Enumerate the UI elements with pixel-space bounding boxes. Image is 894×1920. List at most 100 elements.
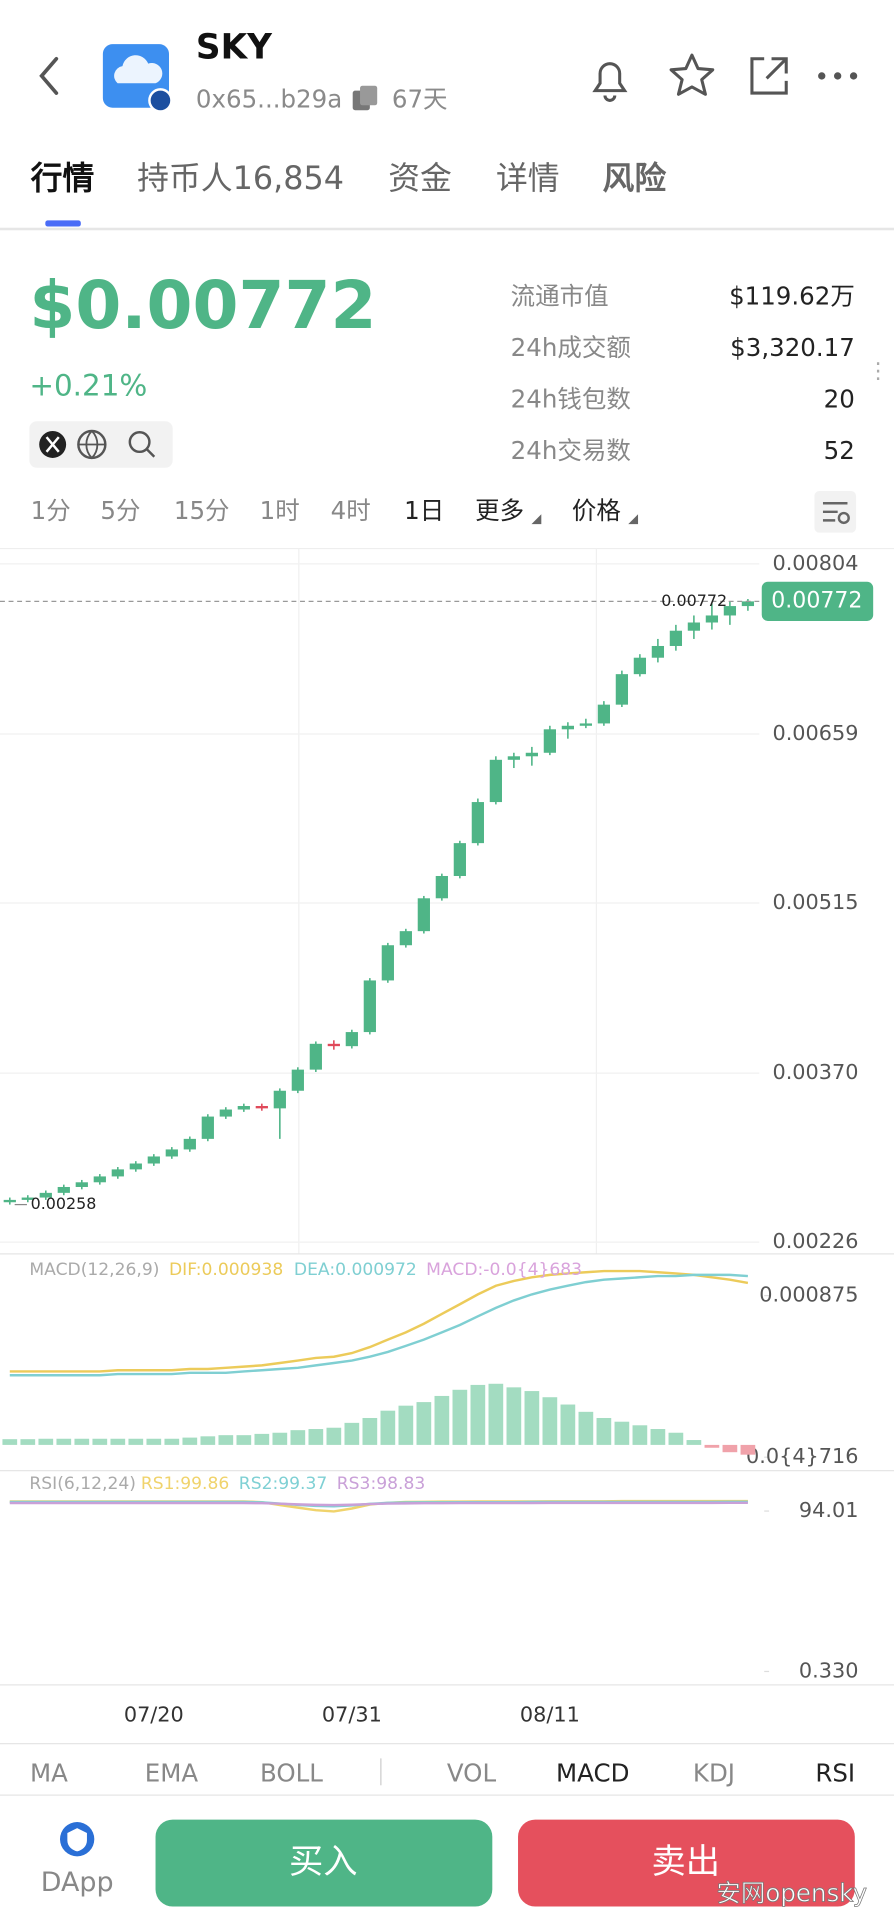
macd-bar bbox=[470, 1384, 486, 1445]
candle-body bbox=[525, 752, 538, 757]
tab[interactable]: 详情 bbox=[496, 159, 560, 197]
more-icon[interactable] bbox=[818, 72, 858, 80]
interval[interactable]: 1日 bbox=[404, 496, 444, 525]
sell-button[interactable] bbox=[518, 1819, 855, 1907]
star-icon[interactable] bbox=[669, 53, 715, 96]
stat-value: $3,320.17 bbox=[730, 333, 855, 362]
candle-body bbox=[129, 1163, 142, 1170]
macd-bar bbox=[416, 1402, 432, 1445]
macd-bar bbox=[92, 1438, 108, 1445]
bell-icon[interactable] bbox=[592, 62, 628, 102]
indicator-tab[interactable]: MA bbox=[30, 1758, 68, 1787]
y-tick-label: 0.000875 bbox=[759, 1283, 858, 1307]
interval[interactable]: 15分 bbox=[174, 496, 230, 525]
macd-bar bbox=[146, 1438, 162, 1445]
y-tick-label: 0.00659 bbox=[772, 721, 858, 745]
indicator-tab[interactable]: MACD bbox=[556, 1758, 629, 1787]
macd-bar bbox=[434, 1395, 450, 1445]
y-tick-label: 0.00515 bbox=[772, 890, 858, 914]
indicator-line bbox=[9, 1273, 748, 1377]
candle-body bbox=[435, 875, 448, 899]
y-tick-label: 0.0{4}716 bbox=[746, 1444, 858, 1468]
macd-bar bbox=[218, 1435, 234, 1445]
copy-icon[interactable] bbox=[352, 85, 378, 111]
watermark: 安网opensky bbox=[716, 1878, 867, 1907]
interval[interactable]: 价格 bbox=[572, 496, 621, 525]
candle-body bbox=[3, 1199, 16, 1203]
candle-body bbox=[579, 723, 592, 726]
indicator-tab[interactable]: BOLL bbox=[260, 1758, 323, 1787]
candle-body bbox=[507, 756, 520, 760]
candle-body bbox=[93, 1176, 106, 1183]
macd-bar bbox=[560, 1404, 576, 1445]
y-tick-label: 0.00804 bbox=[772, 551, 858, 575]
macd-bar bbox=[182, 1437, 198, 1445]
current-price-note: 0.00772 bbox=[661, 591, 727, 610]
legend-entry: RS3:98.83 bbox=[337, 1474, 425, 1494]
interval-bar: 1分 5分 15分 1时 4时 1日 更多 价格 bbox=[31, 496, 639, 525]
tab[interactable]: 行情 bbox=[30, 159, 95, 197]
macd-bar bbox=[308, 1429, 324, 1445]
y-tick-label: 94.01 bbox=[799, 1498, 859, 1522]
interval[interactable]: 1分 bbox=[31, 496, 71, 525]
stat-value: 52 bbox=[824, 436, 855, 465]
candle-body bbox=[705, 615, 719, 623]
macd-bar bbox=[632, 1425, 648, 1445]
candle-body bbox=[687, 622, 701, 631]
token-logo bbox=[102, 44, 173, 113]
macd-bar bbox=[668, 1432, 684, 1445]
dapp-icon[interactable] bbox=[60, 1822, 95, 1857]
macd-bar bbox=[272, 1432, 288, 1445]
indicator-tab[interactable]: VOL bbox=[447, 1758, 497, 1787]
macd-bar bbox=[200, 1436, 216, 1445]
candle-body bbox=[633, 657, 647, 675]
interval[interactable]: 1时 bbox=[260, 496, 300, 525]
candle-body bbox=[327, 1043, 340, 1047]
buy-label[interactable]: 买入 bbox=[289, 1842, 358, 1882]
dapp-label[interactable]: DApp bbox=[41, 1867, 114, 1898]
tab-indicator bbox=[45, 220, 81, 227]
interval[interactable]: 5分 bbox=[100, 496, 140, 525]
more-dots: ⋮ bbox=[867, 359, 889, 384]
candle-body bbox=[741, 601, 755, 607]
tab[interactable]: 持币人16,854 bbox=[137, 159, 344, 197]
candle-body bbox=[309, 1043, 322, 1070]
macd-bar bbox=[236, 1435, 252, 1445]
candle-body bbox=[615, 674, 629, 705]
y-tick-label: 0.00226 bbox=[772, 1229, 858, 1253]
indicator-line bbox=[9, 1269, 749, 1373]
candle-body bbox=[489, 759, 502, 803]
tab[interactable]: 资金 bbox=[388, 159, 452, 197]
chart-settings[interactable] bbox=[814, 491, 857, 533]
tab[interactable]: 风险 bbox=[603, 159, 667, 197]
social-links bbox=[29, 421, 173, 468]
token-address: 0x65...b29a bbox=[196, 84, 342, 113]
search-icon[interactable] bbox=[128, 431, 151, 454]
macd-bar bbox=[380, 1410, 396, 1445]
indicator-tab[interactable]: EMA bbox=[145, 1758, 199, 1787]
candle-body bbox=[219, 1109, 232, 1117]
candle-body bbox=[21, 1197, 34, 1200]
indicator-tabs: MA EMA BOLL VOL MACD KDJ RSI bbox=[30, 1758, 855, 1787]
candle-body bbox=[183, 1138, 196, 1150]
current-price-badge bbox=[761, 581, 874, 621]
candle-body bbox=[201, 1116, 214, 1139]
macd-bar bbox=[704, 1444, 720, 1448]
price-change: +0.21% bbox=[29, 368, 147, 402]
share-icon[interactable] bbox=[750, 57, 788, 95]
indicator-title: RSI(6,12,24) bbox=[29, 1474, 136, 1494]
buy-button[interactable] bbox=[155, 1819, 493, 1907]
macd-bar bbox=[164, 1438, 180, 1445]
interval[interactable]: 更多 bbox=[475, 496, 524, 525]
macd-bar bbox=[290, 1430, 306, 1445]
indicator-tab[interactable]: RSI bbox=[815, 1758, 855, 1787]
indicator-tab[interactable]: KDJ bbox=[693, 1758, 735, 1787]
candle-body bbox=[669, 630, 683, 646]
interval[interactable]: 4时 bbox=[331, 496, 371, 525]
sell-label[interactable]: 卖出 bbox=[652, 1842, 721, 1882]
back-button[interactable] bbox=[39, 56, 59, 95]
candle-body bbox=[57, 1186, 70, 1193]
macd-bar bbox=[596, 1417, 612, 1445]
